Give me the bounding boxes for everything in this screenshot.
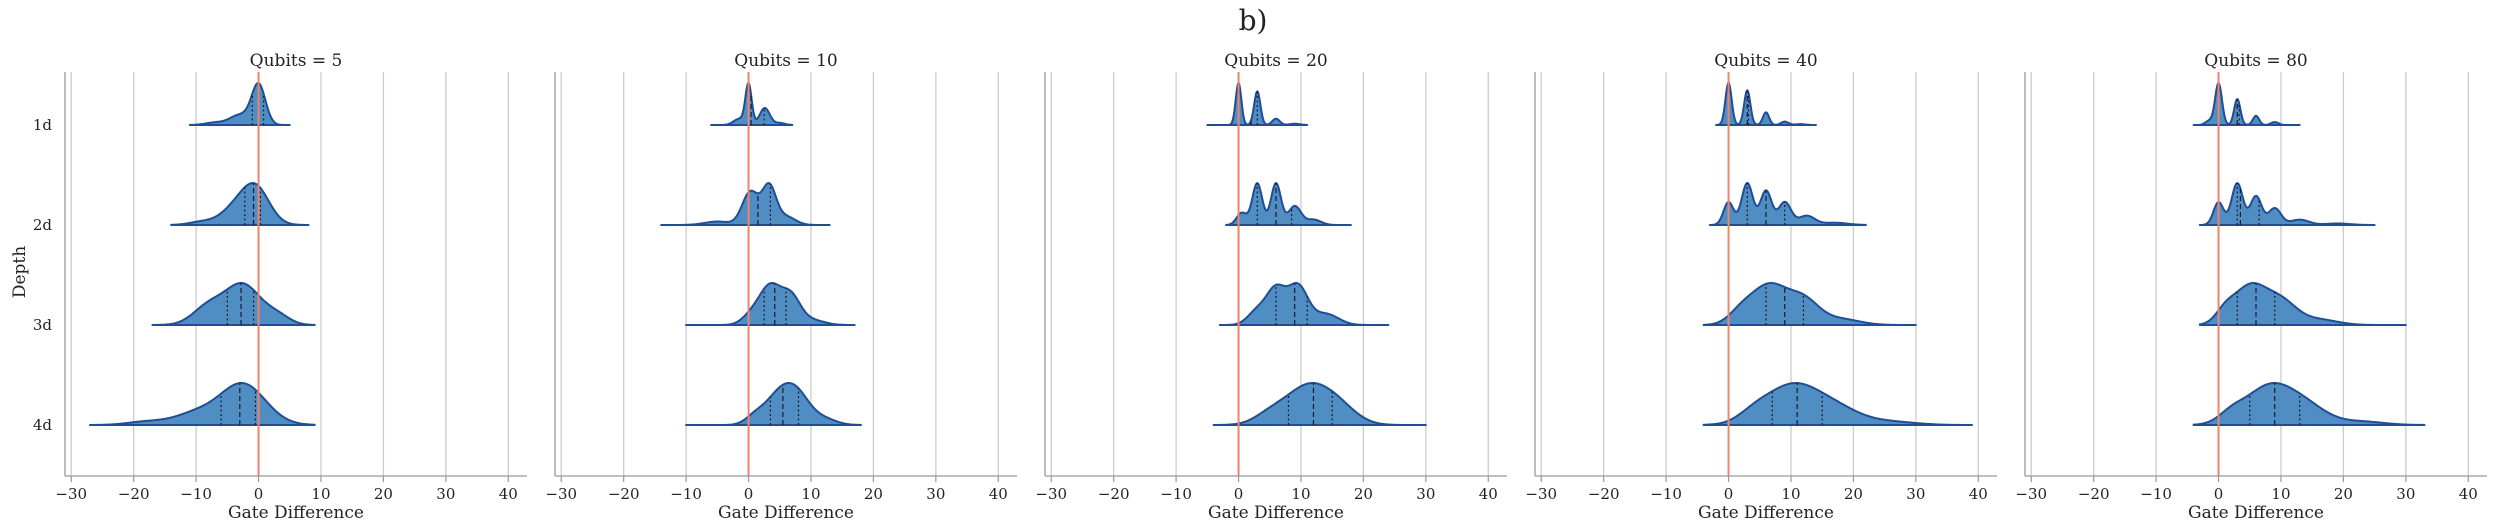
x-tick-label: 40 — [499, 485, 518, 503]
y-tick-label: 4d — [33, 416, 53, 434]
x-tick-label: 30 — [1906, 485, 1925, 503]
x-tick-label: 10 — [801, 485, 820, 503]
x-tick-label: 10 — [2271, 485, 2290, 503]
x-tick-label: 40 — [1969, 485, 1988, 503]
violin-2d — [1225, 182, 1352, 226]
x-tick-label: −20 — [2078, 485, 2110, 503]
x-tick-label: 0 — [254, 485, 264, 503]
x-tick-label: −30 — [2015, 485, 2047, 503]
x-tick-label: −20 — [608, 485, 640, 503]
violin-1d — [710, 82, 794, 126]
x-tick-label: −20 — [1588, 485, 1620, 503]
figure-title: b) — [1239, 4, 1268, 37]
x-tick-label: −10 — [1160, 485, 1192, 503]
x-axis-label: Gate Difference — [2188, 503, 2324, 523]
panel-3: −30 −20 −10 0 10 20 30 40 Qubits = 20 Gate Differ… — [1035, 51, 1507, 523]
violin-4d — [1702, 382, 1974, 426]
violin-1d — [1715, 82, 1817, 126]
panel-1: −30 −20 −10 0 10 20 30 40 1d 2d 3d 4d Qubits = 5 Gate… — [33, 51, 527, 523]
x-tick-label: 20 — [1354, 485, 1373, 503]
y-tick-label: 1d — [33, 116, 53, 134]
x-tick-label: −20 — [118, 485, 150, 503]
x-tick-label: −30 — [55, 485, 87, 503]
x-tick-label: 30 — [1416, 485, 1435, 503]
x-tick-label: −10 — [180, 485, 212, 503]
violin-3d — [151, 282, 316, 326]
violin-2d — [2198, 182, 2376, 226]
x-tick-label: 30 — [436, 485, 455, 503]
panel-title: Qubits = 80 — [2204, 51, 2307, 71]
x-axis-label: Gate Difference — [1698, 503, 1834, 523]
violin-3d — [1218, 282, 1390, 326]
x-tick-label: −30 — [1035, 485, 1067, 503]
x-tick-label: 20 — [2334, 485, 2353, 503]
x-tick-label: −10 — [670, 485, 702, 503]
violin-1d — [188, 82, 291, 126]
panel-title: Qubits = 20 — [1224, 51, 1327, 71]
violin-2d — [170, 182, 310, 226]
panel-5: −30 −20 −10 0 10 20 30 40 Qubits = 80 Gate Differ… — [2015, 51, 2487, 523]
x-tick-label: 30 — [926, 485, 945, 503]
violin-4d — [1212, 382, 1427, 426]
x-tick-label: 0 — [1724, 485, 1734, 503]
y-tick-label: 3d — [33, 316, 53, 334]
x-tick-label: 30 — [2396, 485, 2415, 503]
panel-4: −30 −20 −10 0 10 20 30 40 Qubits = 40 Gate Differ… — [1525, 51, 1997, 523]
x-tick-label: −10 — [2140, 485, 2172, 503]
x-tick-label: 20 — [374, 485, 393, 503]
panel-title: Qubits = 5 — [250, 51, 343, 71]
violin-3d — [2198, 282, 2407, 326]
violin-1d — [1206, 82, 1309, 126]
panels: −30 −20 −10 0 10 20 30 40 1d 2d 3d 4d Qubits = 5 Gate… — [33, 51, 2487, 523]
x-tick-label: 40 — [989, 485, 1008, 503]
x-tick-label: 40 — [2459, 485, 2478, 503]
x-tick-label: 20 — [864, 485, 883, 503]
x-tick-label: 20 — [1844, 485, 1863, 503]
panel-title: Qubits = 40 — [1714, 51, 1817, 71]
x-tick-label: 10 — [1291, 485, 1310, 503]
x-axis-label: Gate Difference — [718, 503, 854, 523]
x-tick-label: −30 — [545, 485, 577, 503]
violin-4d — [2192, 382, 2426, 426]
x-tick-label: −30 — [1525, 485, 1557, 503]
x-tick-label: 0 — [744, 485, 754, 503]
x-tick-label: 40 — [1479, 485, 1498, 503]
violin-1d — [2192, 82, 2301, 126]
violin-3d — [685, 282, 856, 326]
violin-4d — [88, 382, 316, 426]
y-axis-label: Depth — [10, 246, 30, 298]
x-tick-label: 0 — [1234, 485, 1244, 503]
x-tick-label: −10 — [1650, 485, 1682, 503]
x-tick-label: 0 — [2214, 485, 2224, 503]
violin-4d — [685, 382, 862, 426]
violin-2d — [660, 182, 831, 226]
violin-2d — [1708, 182, 1867, 226]
x-tick-label: 10 — [1781, 485, 1800, 503]
y-tick-label: 2d — [33, 216, 53, 234]
x-axis-label: Gate Difference — [1208, 503, 1344, 523]
x-tick-label: 10 — [311, 485, 330, 503]
violin-3d — [1702, 282, 1917, 326]
x-tick-label: −20 — [1098, 485, 1130, 503]
x-axis-label: Gate Difference — [228, 503, 364, 523]
panel-2: −30 −20 −10 0 10 20 30 40 Qubits = 10 Gate Differ… — [545, 51, 1017, 523]
panel-title: Qubits = 10 — [734, 51, 837, 71]
